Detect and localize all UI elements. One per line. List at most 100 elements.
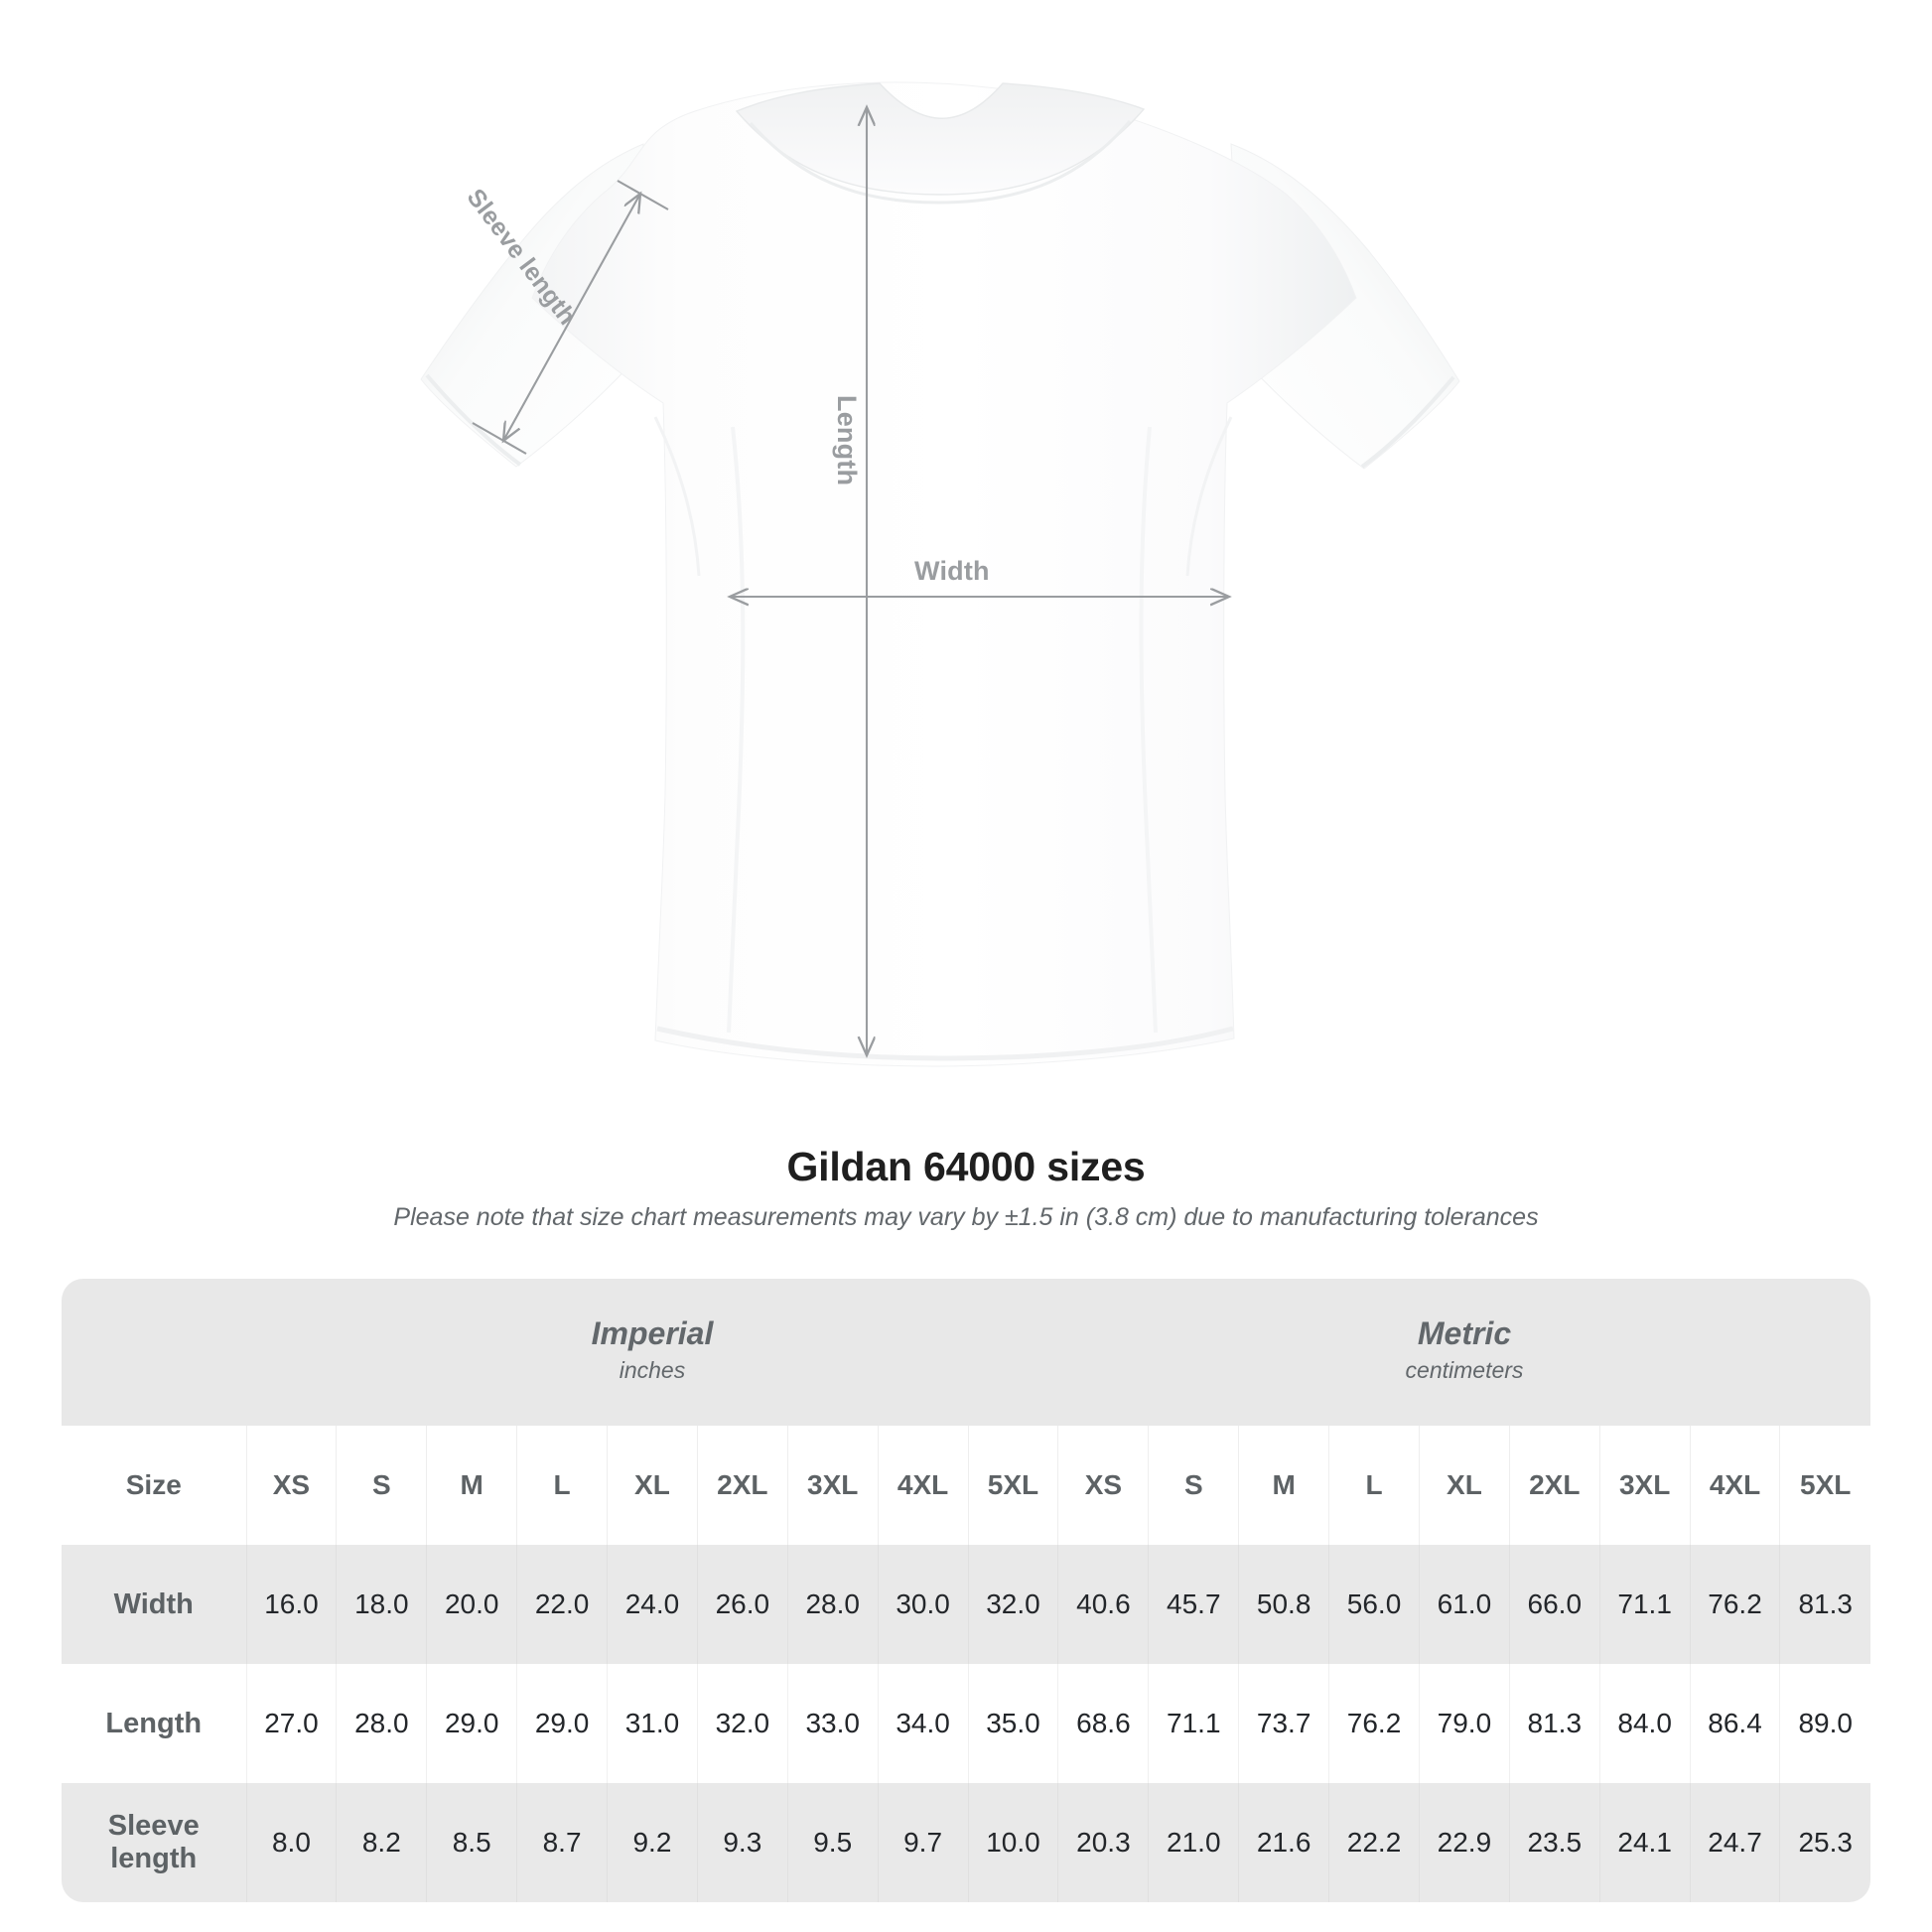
cell-metric-value: 68.6 bbox=[1057, 1664, 1149, 1783]
cell-imperial-value: 26.0 bbox=[696, 1545, 788, 1664]
size-header-imperial-s: S bbox=[336, 1426, 427, 1545]
size-header-metric-l: L bbox=[1328, 1426, 1420, 1545]
cell-metric-value: 22.9 bbox=[1418, 1783, 1510, 1902]
size-chart-table: Imperial inches Metric centimeters Size XS S M L… bbox=[62, 1279, 1870, 1902]
page-title: Gildan 64000 sizes bbox=[786, 1144, 1146, 1189]
cell-imperial-value: 9.2 bbox=[607, 1783, 698, 1902]
cell-metric-value: 24.7 bbox=[1689, 1783, 1780, 1902]
cell-metric-value: 20.3 bbox=[1057, 1783, 1149, 1902]
cell-metric-value: 25.3 bbox=[1779, 1783, 1870, 1902]
cell-imperial-value: 8.0 bbox=[245, 1783, 337, 1902]
table-row: Sleeve length 8.0 8.2 8.5 8.7 9.2 9.3 9.5 9.7 10.… bbox=[62, 1783, 1870, 1902]
cell-imperial-value: 34.0 bbox=[877, 1664, 968, 1783]
measurement-row-label: Sleeve length bbox=[62, 1783, 246, 1902]
cell-metric-value: 22.2 bbox=[1328, 1783, 1420, 1902]
cell-imperial-value: 8.7 bbox=[516, 1783, 608, 1902]
cell-metric-value: 71.1 bbox=[1598, 1545, 1691, 1664]
cell-imperial-value: 32.0 bbox=[967, 1545, 1058, 1664]
cell-imperial-value: 27.0 bbox=[245, 1664, 337, 1783]
cell-metric-value: 66.0 bbox=[1508, 1545, 1600, 1664]
cell-imperial-value: 24.0 bbox=[607, 1545, 698, 1664]
cell-imperial-value: 8.2 bbox=[336, 1783, 427, 1902]
cell-metric-value: 89.0 bbox=[1779, 1664, 1870, 1783]
tshirt-diagram bbox=[420, 81, 1460, 1067]
cell-metric-value: 84.0 bbox=[1598, 1664, 1691, 1783]
cell-imperial-value: 32.0 bbox=[696, 1664, 788, 1783]
size-header-imperial-2xl: 2XL bbox=[696, 1426, 788, 1545]
size-header-metric-4xl: 4XL bbox=[1689, 1426, 1780, 1545]
size-header-metric-3xl: 3XL bbox=[1598, 1426, 1691, 1545]
cell-metric-value: 40.6 bbox=[1057, 1545, 1149, 1664]
length-dimension-label: Length bbox=[832, 395, 862, 486]
size-header-imperial-xl: XL bbox=[607, 1426, 698, 1545]
cell-imperial-value: 8.5 bbox=[426, 1783, 517, 1902]
measurement-row-label: Length bbox=[62, 1664, 246, 1783]
cell-metric-value: 45.7 bbox=[1148, 1545, 1239, 1664]
unit-group-name: Imperial bbox=[591, 1314, 714, 1351]
unit-group-subtitle: centimeters bbox=[1405, 1357, 1524, 1384]
cell-imperial-value: 35.0 bbox=[967, 1664, 1058, 1783]
cell-metric-value: 24.1 bbox=[1598, 1783, 1691, 1902]
size-header-metric-5xl: 5XL bbox=[1779, 1426, 1870, 1545]
cell-imperial-value: 28.0 bbox=[786, 1545, 879, 1664]
cell-metric-value: 81.3 bbox=[1779, 1545, 1870, 1664]
size-header-label: Size bbox=[62, 1426, 246, 1545]
cell-metric-value: 21.6 bbox=[1238, 1783, 1329, 1902]
cell-imperial-value: 28.0 bbox=[336, 1664, 427, 1783]
tolerance-note: Please note that size chart measurements… bbox=[393, 1203, 1539, 1231]
size-header-metric-s: S bbox=[1148, 1426, 1239, 1545]
cell-imperial-value: 33.0 bbox=[786, 1664, 879, 1783]
cell-imperial-value: 29.0 bbox=[516, 1664, 608, 1783]
cell-imperial-value: 16.0 bbox=[245, 1545, 337, 1664]
cell-metric-value: 50.8 bbox=[1238, 1545, 1329, 1664]
size-header-imperial-m: M bbox=[426, 1426, 517, 1545]
cell-imperial-value: 29.0 bbox=[426, 1664, 517, 1783]
cell-metric-value: 23.5 bbox=[1508, 1783, 1600, 1902]
measurement-guides bbox=[472, 107, 1229, 1055]
cell-imperial-value: 20.0 bbox=[426, 1545, 517, 1664]
cell-metric-value: 86.4 bbox=[1689, 1664, 1780, 1783]
cell-imperial-value: 30.0 bbox=[877, 1545, 968, 1664]
size-header-metric-xs: XS bbox=[1057, 1426, 1149, 1545]
sleeve-tick-top bbox=[617, 180, 669, 210]
unit-group-name: Metric bbox=[1417, 1314, 1512, 1351]
size-header-imperial-l: L bbox=[516, 1426, 608, 1545]
cell-metric-value: 61.0 bbox=[1418, 1545, 1510, 1664]
size-header-imperial-xs: XS bbox=[245, 1426, 337, 1545]
cell-metric-value: 71.1 bbox=[1148, 1664, 1239, 1783]
unit-group-header-row: Imperial inches Metric centimeters bbox=[62, 1279, 1870, 1426]
cell-imperial-value: 9.7 bbox=[877, 1783, 968, 1902]
cell-imperial-value: 18.0 bbox=[336, 1545, 427, 1664]
size-header-metric-xl: XL bbox=[1418, 1426, 1510, 1545]
sleeve-tick-bottom bbox=[472, 422, 527, 455]
size-header-metric-2xl: 2XL bbox=[1508, 1426, 1600, 1545]
size-chart-table-wrapper: Imperial inches Metric centimeters Size XS S M L… bbox=[62, 1279, 1870, 1902]
table-row: Width 16.0 18.0 20.0 22.0 24.0 26.0 28.0 30.0 32.… bbox=[62, 1545, 1870, 1664]
cell-metric-value: 81.3 bbox=[1508, 1664, 1600, 1783]
unit-band-spacer bbox=[62, 1279, 246, 1426]
size-header-metric-m: M bbox=[1238, 1426, 1329, 1545]
measurement-row-label: Width bbox=[62, 1545, 246, 1664]
cell-metric-value: 76.2 bbox=[1328, 1664, 1420, 1783]
unit-group-imperial: Imperial inches bbox=[246, 1279, 1058, 1426]
cell-imperial-value: 22.0 bbox=[516, 1545, 608, 1664]
sleeve-length-arrow bbox=[503, 194, 640, 441]
cell-metric-value: 56.0 bbox=[1328, 1545, 1420, 1664]
width-dimension-label: Width bbox=[914, 556, 990, 586]
cell-metric-value: 21.0 bbox=[1148, 1783, 1239, 1902]
cell-imperial-value: 10.0 bbox=[967, 1783, 1058, 1902]
cell-metric-value: 79.0 bbox=[1418, 1664, 1510, 1783]
cell-imperial-value: 9.3 bbox=[696, 1783, 788, 1902]
cell-metric-value: 76.2 bbox=[1689, 1545, 1780, 1664]
size-header-imperial-3xl: 3XL bbox=[786, 1426, 879, 1545]
cell-imperial-value: 31.0 bbox=[607, 1664, 698, 1783]
unit-group-metric: Metric centimeters bbox=[1057, 1279, 1870, 1426]
cell-imperial-value: 9.5 bbox=[786, 1783, 879, 1902]
unit-group-subtitle: inches bbox=[619, 1357, 686, 1384]
size-header-imperial-5xl: 5XL bbox=[967, 1426, 1058, 1545]
table-row: Length 27.0 28.0 29.0 29.0 31.0 32.0 33.0 34.0 35… bbox=[62, 1664, 1870, 1783]
garment-illustration-panel: Width Length Sleeve length bbox=[420, 81, 1460, 1067]
size-header-imperial-4xl: 4XL bbox=[877, 1426, 968, 1545]
cell-metric-value: 73.7 bbox=[1238, 1664, 1329, 1783]
size-header-row: Size XS S M L XL 2XL 3XL 4XL 5XL XS S M L XL 2XL 3XL 4XL 5… bbox=[62, 1426, 1870, 1545]
